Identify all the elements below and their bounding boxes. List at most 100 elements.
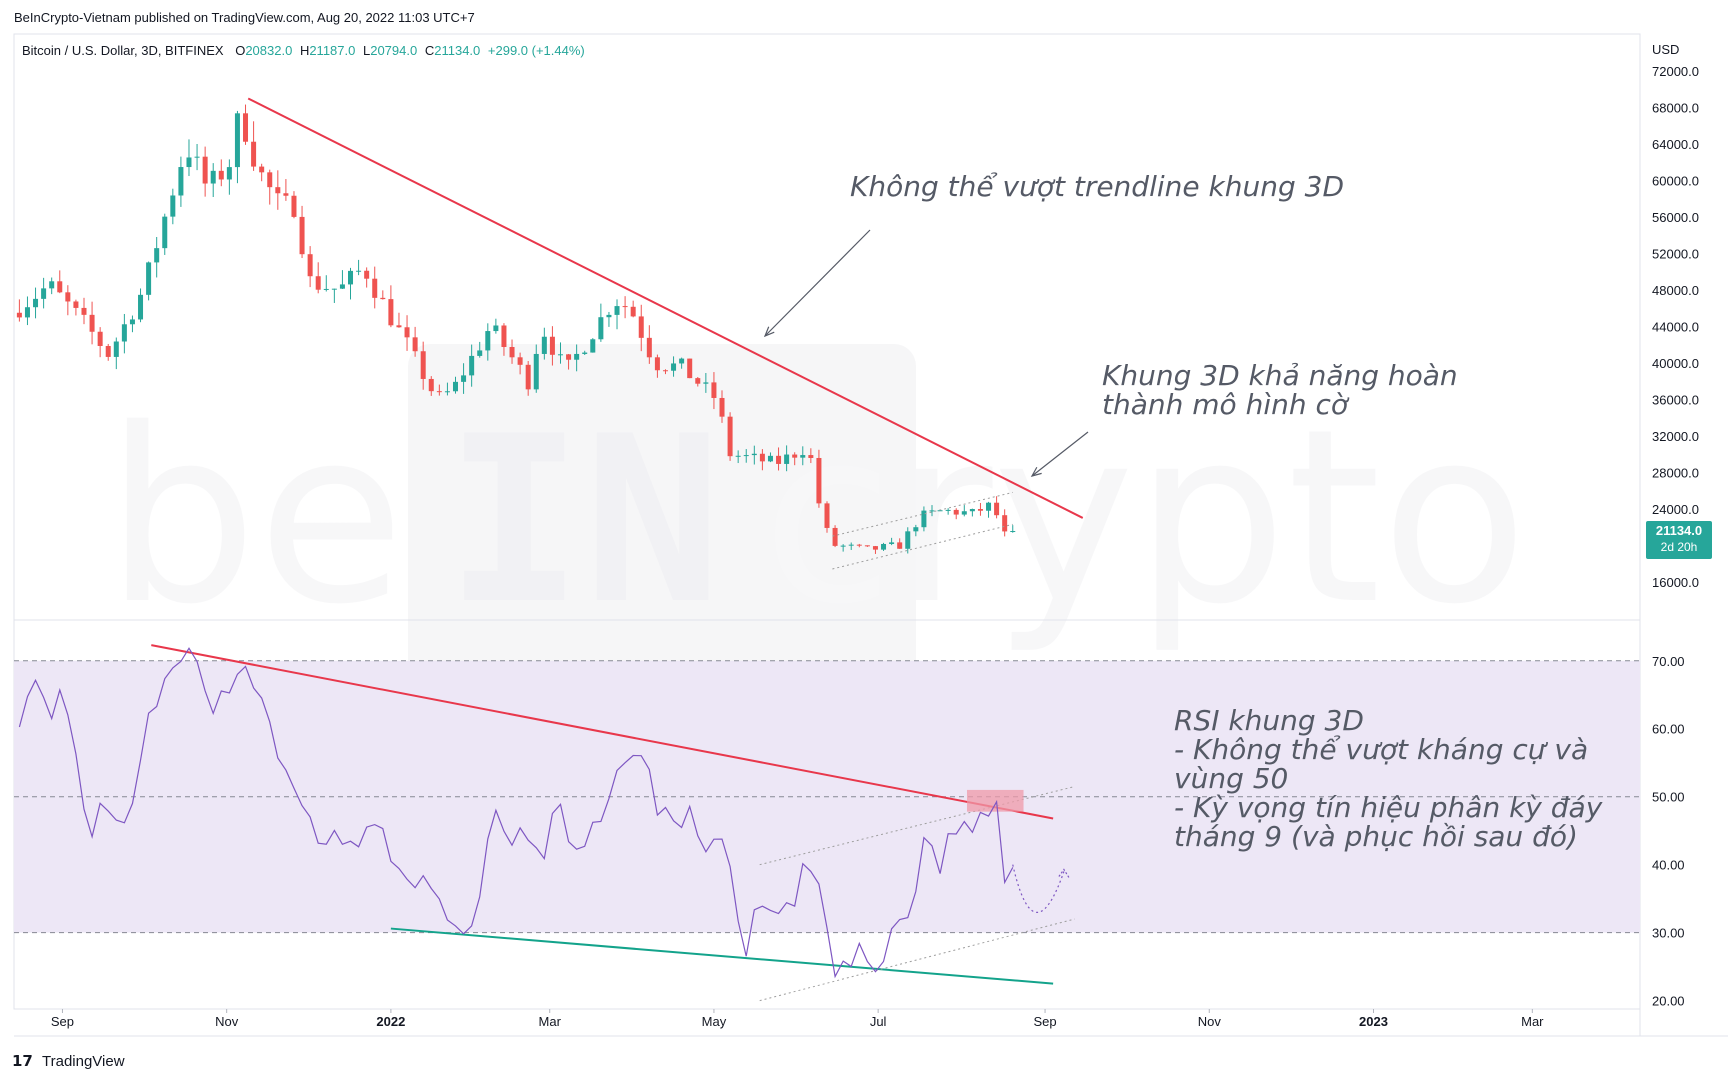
- price-tick-label: 52000.0: [1652, 246, 1699, 261]
- currency-label: USD: [1652, 42, 1679, 57]
- time-axis[interactable]: Sep Nov 2022 Mar May Jul Sep Nov 2023 Mar: [51, 1009, 1544, 1029]
- candle-body: [194, 156, 200, 158]
- watermark: be IN crypto: [105, 344, 1528, 736]
- rsi-tick-label: 70.00: [1652, 654, 1685, 669]
- candle-body: [323, 288, 329, 290]
- ohlc-h-label: H: [300, 43, 309, 58]
- candle-body: [24, 307, 30, 318]
- time-tick-label: May: [702, 1014, 727, 1029]
- candle-body: [348, 270, 354, 285]
- price-tick-label: 56000.0: [1652, 210, 1699, 225]
- watermark-text: be IN crypto: [105, 377, 1528, 657]
- rsi-series: [18, 647, 1070, 979]
- price-axis[interactable]: 72000.0 68000.0 64000.0 60000.0 56000.0 52000…: [1652, 64, 1699, 590]
- candle-body: [800, 455, 806, 458]
- candle-body: [832, 527, 838, 546]
- annotation-rsi-2: - Không thể vượt kháng cự và: [1174, 733, 1588, 766]
- candle-body: [525, 364, 531, 390]
- rsi-projection-head: [1058, 868, 1070, 878]
- price-overlays: [247, 97, 1089, 570]
- candle-body: [961, 511, 967, 515]
- candle-body: [864, 545, 870, 547]
- candle-body: [452, 381, 459, 392]
- candle-body: [218, 170, 224, 180]
- symbol-name: Bitcoin / U.S. Dollar, 3D, BITFINEX: [22, 43, 224, 58]
- candle-body: [921, 510, 927, 528]
- candle-body: [687, 358, 693, 379]
- candle-body: [420, 351, 426, 379]
- candle-body: [283, 193, 289, 196]
- time-tick-label: 2022: [376, 1014, 405, 1029]
- ohlc-c-label: C: [425, 43, 434, 58]
- candle-body: [1010, 531, 1016, 533]
- price-tick-label: 44000.0: [1652, 319, 1699, 334]
- candle-body: [533, 353, 539, 390]
- candle-body: [703, 382, 709, 384]
- rsi-tick-label: 40.00: [1652, 858, 1685, 873]
- candle-body: [945, 509, 951, 511]
- candle-body: [210, 170, 216, 184]
- candle-body: [97, 331, 103, 346]
- candle-body: [121, 324, 127, 342]
- price-tick-label: 32000.0: [1652, 429, 1699, 444]
- candle-body: [606, 314, 612, 318]
- candle-body: [243, 113, 249, 142]
- candle-body: [356, 270, 362, 272]
- candle-body: [751, 453, 757, 456]
- rsi-overlays: [151, 644, 1075, 1002]
- candle-body: [202, 156, 208, 184]
- candle-body: [913, 527, 919, 532]
- annotation-rsi-5: tháng 9 (và phục hồi sau đó): [1174, 820, 1578, 853]
- candle-body: [251, 141, 257, 167]
- candle-body: [226, 167, 232, 180]
- candle-body: [679, 358, 685, 364]
- ohlc-o-label: O: [235, 43, 245, 58]
- tradingview-logo[interactable]: 𝟭𝟳 TradingView: [12, 1053, 125, 1070]
- current-price-tag: 21134.0 2d 20h: [1646, 520, 1712, 559]
- candle-body: [162, 216, 168, 249]
- arrow-trendline: [764, 229, 871, 337]
- candle-body: [372, 278, 378, 298]
- candle-body: [73, 301, 79, 308]
- published-line: BeInCrypto-Vietnam published on TradingV…: [14, 10, 475, 25]
- candle-body: [444, 391, 450, 393]
- rsi-tick-label: 50.00: [1652, 790, 1685, 805]
- candle-body: [905, 531, 911, 549]
- arrow-flag: [1031, 431, 1089, 477]
- price-tag-countdown: 2d 20h: [1661, 540, 1698, 554]
- candle-body: [509, 346, 515, 358]
- candle-body: [49, 281, 55, 289]
- candle-body: [461, 375, 467, 382]
- candle-body: [630, 306, 636, 317]
- rsi-axis[interactable]: 70.00 60.00 50.00 40.00 30.00 20.00: [1652, 654, 1685, 1009]
- price-tick-label: 64000.0: [1652, 137, 1699, 152]
- candle-body: [614, 306, 620, 315]
- candle-body: [428, 378, 434, 392]
- candle-body: [299, 216, 305, 255]
- rsi-tick-label: 30.00: [1652, 926, 1685, 941]
- price-tick-label: 36000.0: [1652, 392, 1699, 407]
- time-tick-label: 2023: [1359, 1014, 1388, 1029]
- annotation-flag-2: thành mô hình cờ: [1102, 388, 1350, 421]
- candle-body: [759, 453, 765, 462]
- candle-body: [105, 345, 111, 357]
- candle-body: [57, 281, 63, 293]
- candle-body: [994, 502, 1000, 516]
- candle-body: [113, 341, 119, 357]
- candle-body: [574, 353, 580, 360]
- candle-body: [364, 270, 370, 279]
- candle-body: [646, 337, 652, 358]
- candle-body: [557, 354, 563, 356]
- rsi-line: [18, 647, 1014, 979]
- candle-body: [65, 292, 71, 302]
- candle-body: [396, 325, 402, 328]
- candle-body: [138, 294, 144, 320]
- candle-body: [315, 276, 321, 290]
- candle-body: [33, 298, 39, 308]
- candle-body: [436, 391, 442, 393]
- candle-body: [154, 248, 160, 263]
- rsi-channel-lower: [759, 918, 1075, 1002]
- candle-body: [549, 336, 555, 355]
- price-tick-label: 48000.0: [1652, 283, 1699, 298]
